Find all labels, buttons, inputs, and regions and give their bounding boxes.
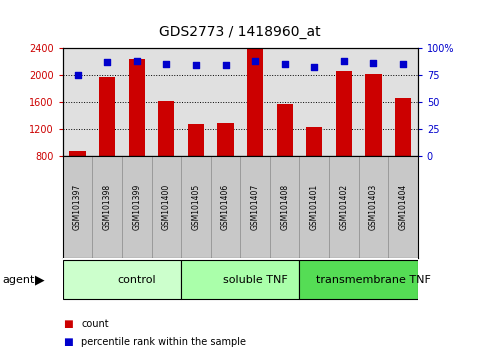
Bar (336, 71, 352, 156)
Text: GSM101406: GSM101406 (221, 184, 230, 230)
FancyBboxPatch shape (63, 260, 181, 299)
Point (369, 60, 377, 66)
Text: GSM101397: GSM101397 (73, 184, 82, 230)
FancyBboxPatch shape (299, 260, 418, 299)
Text: GSM101398: GSM101398 (103, 184, 112, 230)
Point (133, 58, 141, 64)
Point (251, 58, 259, 64)
Bar (306, 127, 322, 156)
Bar (217, 124, 234, 156)
Bar (395, 98, 411, 156)
Text: GSM101401: GSM101401 (310, 184, 319, 230)
Text: GSM101408: GSM101408 (280, 184, 289, 230)
Bar (277, 104, 293, 156)
Text: percentile rank within the sample: percentile rank within the sample (81, 337, 246, 347)
Bar (188, 124, 204, 156)
Text: GSM101405: GSM101405 (191, 184, 200, 230)
Text: GSM101407: GSM101407 (251, 184, 259, 230)
Text: agent: agent (2, 275, 35, 285)
Text: soluble TNF: soluble TNF (223, 275, 287, 285)
Bar (99, 77, 115, 156)
Text: transmembrane TNF: transmembrane TNF (316, 275, 431, 285)
Bar (158, 101, 174, 156)
Text: GSM101404: GSM101404 (398, 184, 408, 230)
Point (103, 59, 111, 65)
Point (74, 72, 82, 78)
Point (340, 58, 348, 64)
Text: ■: ■ (63, 319, 72, 329)
Point (162, 61, 170, 67)
Point (222, 62, 229, 68)
Bar (70, 151, 85, 156)
Text: GSM101400: GSM101400 (162, 184, 171, 230)
Point (311, 64, 318, 70)
Bar (365, 74, 382, 156)
Text: GSM101399: GSM101399 (132, 184, 141, 230)
Text: ▶: ▶ (35, 273, 44, 286)
Bar (128, 59, 145, 156)
Text: GSM101402: GSM101402 (340, 184, 348, 230)
Point (399, 61, 407, 67)
Text: count: count (81, 319, 109, 329)
FancyBboxPatch shape (181, 260, 299, 299)
Text: ■: ■ (63, 337, 72, 347)
Text: control: control (117, 275, 156, 285)
Bar (247, 48, 263, 156)
Text: GDS2773 / 1418960_at: GDS2773 / 1418960_at (159, 25, 321, 39)
Text: GSM101403: GSM101403 (369, 184, 378, 230)
Point (192, 62, 200, 68)
Point (281, 61, 288, 67)
